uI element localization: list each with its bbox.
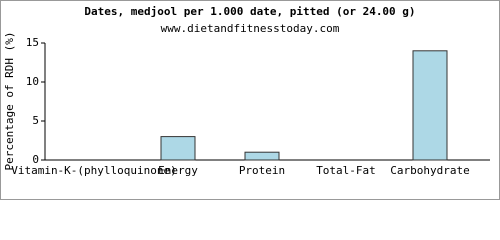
chart-subtitle: www.dietandfitnesstoday.com bbox=[161, 22, 340, 35]
x-tick-label: Energy bbox=[158, 164, 198, 177]
x-tick-label: Carbohydrate bbox=[390, 164, 469, 177]
x-tick-label: Protein bbox=[239, 164, 285, 177]
chart-title: Dates, medjool per 1.000 date, pitted (o… bbox=[84, 5, 415, 18]
y-tick-label: 10 bbox=[26, 75, 39, 88]
chart: Dates, medjool per 1.000 date, pitted (o… bbox=[0, 0, 500, 200]
y-tick-label: 0 bbox=[32, 153, 39, 166]
bar bbox=[160, 136, 196, 161]
y-tick-label: 5 bbox=[32, 114, 39, 127]
bar bbox=[244, 151, 280, 161]
y-tick-label: 15 bbox=[26, 36, 39, 49]
bar bbox=[412, 50, 448, 161]
x-tick-label: Vitamin-K-(phylloquinone) bbox=[11, 164, 177, 177]
x-tick-label: Total-Fat bbox=[316, 164, 376, 177]
y-axis-label: Percentage of RDH (%) bbox=[3, 31, 16, 170]
